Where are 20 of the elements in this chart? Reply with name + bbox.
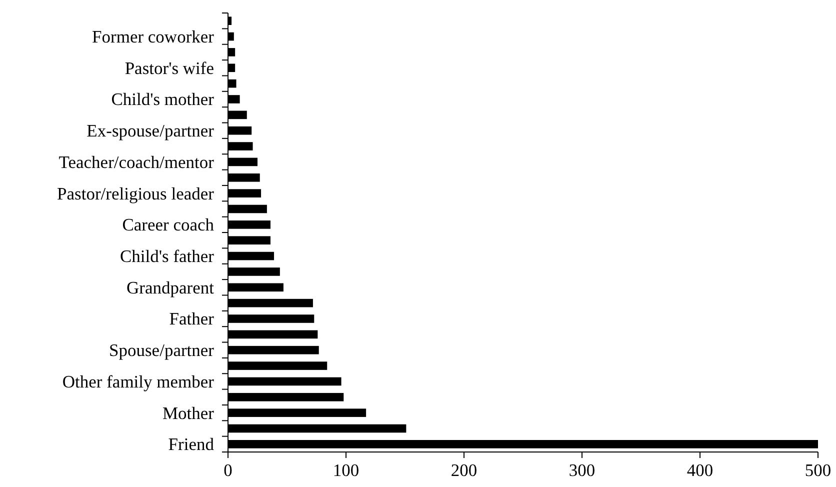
- y-tick-label: Pastor's wife: [124, 58, 214, 78]
- y-tick-label: Child's father: [120, 246, 214, 266]
- y-tick-label: Mother: [162, 402, 214, 423]
- x-tick-label: 300: [568, 460, 596, 480]
- y-tick-label: Teacher/coach/mentor: [58, 152, 214, 172]
- y-tick-label: Spouse/partner: [109, 340, 214, 360]
- x-tick-label: 400: [686, 460, 714, 480]
- y-tick-label: Friend: [168, 434, 214, 454]
- y-tick-label: Other family member: [62, 371, 214, 392]
- x-tick-label: 100: [332, 460, 360, 480]
- y-tick-label: Grandparent: [126, 277, 214, 298]
- y-tick-label: Career coach: [122, 214, 214, 235]
- y-tick-label: Ex-spouse/partner: [86, 120, 214, 141]
- y-tick-label: Father: [169, 308, 214, 329]
- y-tick-label: Child's mother: [111, 89, 214, 110]
- y-tick-label: Pastor/religious leader: [57, 183, 214, 204]
- x-tick-label: 500: [804, 460, 832, 480]
- y-tick-label: Former coworker: [92, 26, 214, 47]
- x-tick-label: 200: [450, 460, 478, 480]
- x-tick-label: 0: [224, 460, 233, 480]
